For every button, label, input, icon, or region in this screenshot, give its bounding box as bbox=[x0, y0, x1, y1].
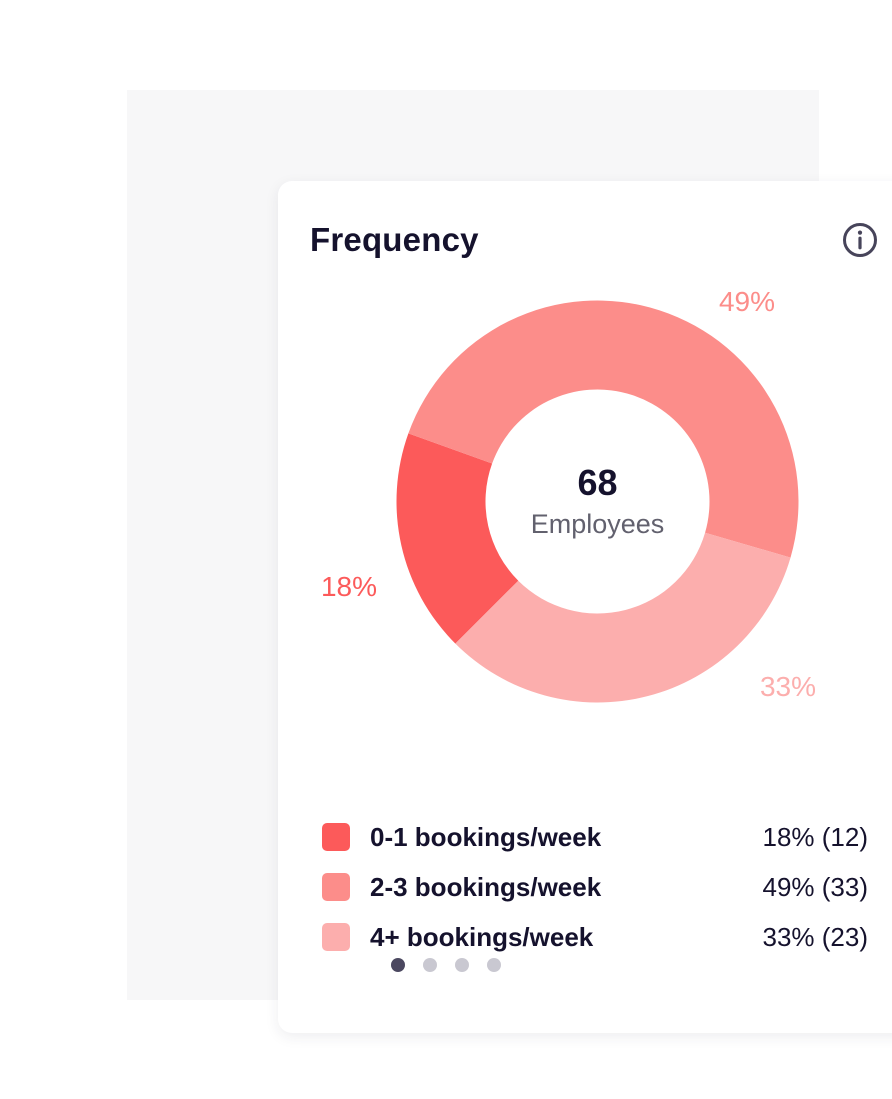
frequency-card: Frequency 68 Employees 49% 18% 33% bbox=[278, 181, 892, 1033]
pagination-dot[interactable] bbox=[423, 958, 437, 972]
donut-segment[interactable] bbox=[455, 532, 791, 703]
legend-row-4-plus-bookings[interactable]: 4+ bookings/week 33% (23) bbox=[322, 912, 868, 962]
legend: 0-1 bookings/week 18% (12) 2-3 bookings/… bbox=[322, 812, 868, 962]
card-title: Frequency bbox=[310, 221, 479, 258]
legend-swatch-icon bbox=[322, 873, 350, 901]
legend-value: 18% (12) bbox=[762, 821, 869, 852]
callout-49-percent: 49% bbox=[718, 286, 776, 317]
legend-swatch-icon bbox=[322, 823, 350, 851]
donut-segment[interactable] bbox=[408, 300, 799, 558]
legend-value: 33% (23) bbox=[762, 921, 869, 952]
legend-swatch-icon bbox=[322, 923, 350, 951]
legend-row-2-3-bookings[interactable]: 2-3 bookings/week 49% (33) bbox=[322, 862, 868, 912]
legend-value: 49% (33) bbox=[762, 871, 869, 902]
legend-label: 2-3 bookings/week bbox=[370, 871, 602, 902]
info-icon bbox=[843, 223, 877, 257]
card-header: Frequency bbox=[310, 221, 879, 259]
pagination-dot-active[interactable] bbox=[391, 958, 405, 972]
info-button[interactable] bbox=[841, 221, 879, 259]
legend-label: 4+ bookings/week bbox=[370, 921, 594, 952]
donut-chart bbox=[396, 300, 799, 703]
carousel-panel: Frequency 68 Employees 49% 18% 33% bbox=[127, 90, 892, 1033]
legend-label: 0-1 bookings/week bbox=[370, 821, 602, 852]
donut-segment[interactable] bbox=[396, 433, 519, 644]
callout-18-percent: 18% bbox=[320, 571, 378, 602]
pagination-dot[interactable] bbox=[455, 958, 469, 972]
pagination-dots bbox=[0, 958, 892, 972]
legend-row-0-1-bookings[interactable]: 0-1 bookings/week 18% (12) bbox=[322, 812, 868, 862]
callout-33-percent: 33% bbox=[759, 671, 817, 702]
pagination-dot[interactable] bbox=[487, 958, 501, 972]
